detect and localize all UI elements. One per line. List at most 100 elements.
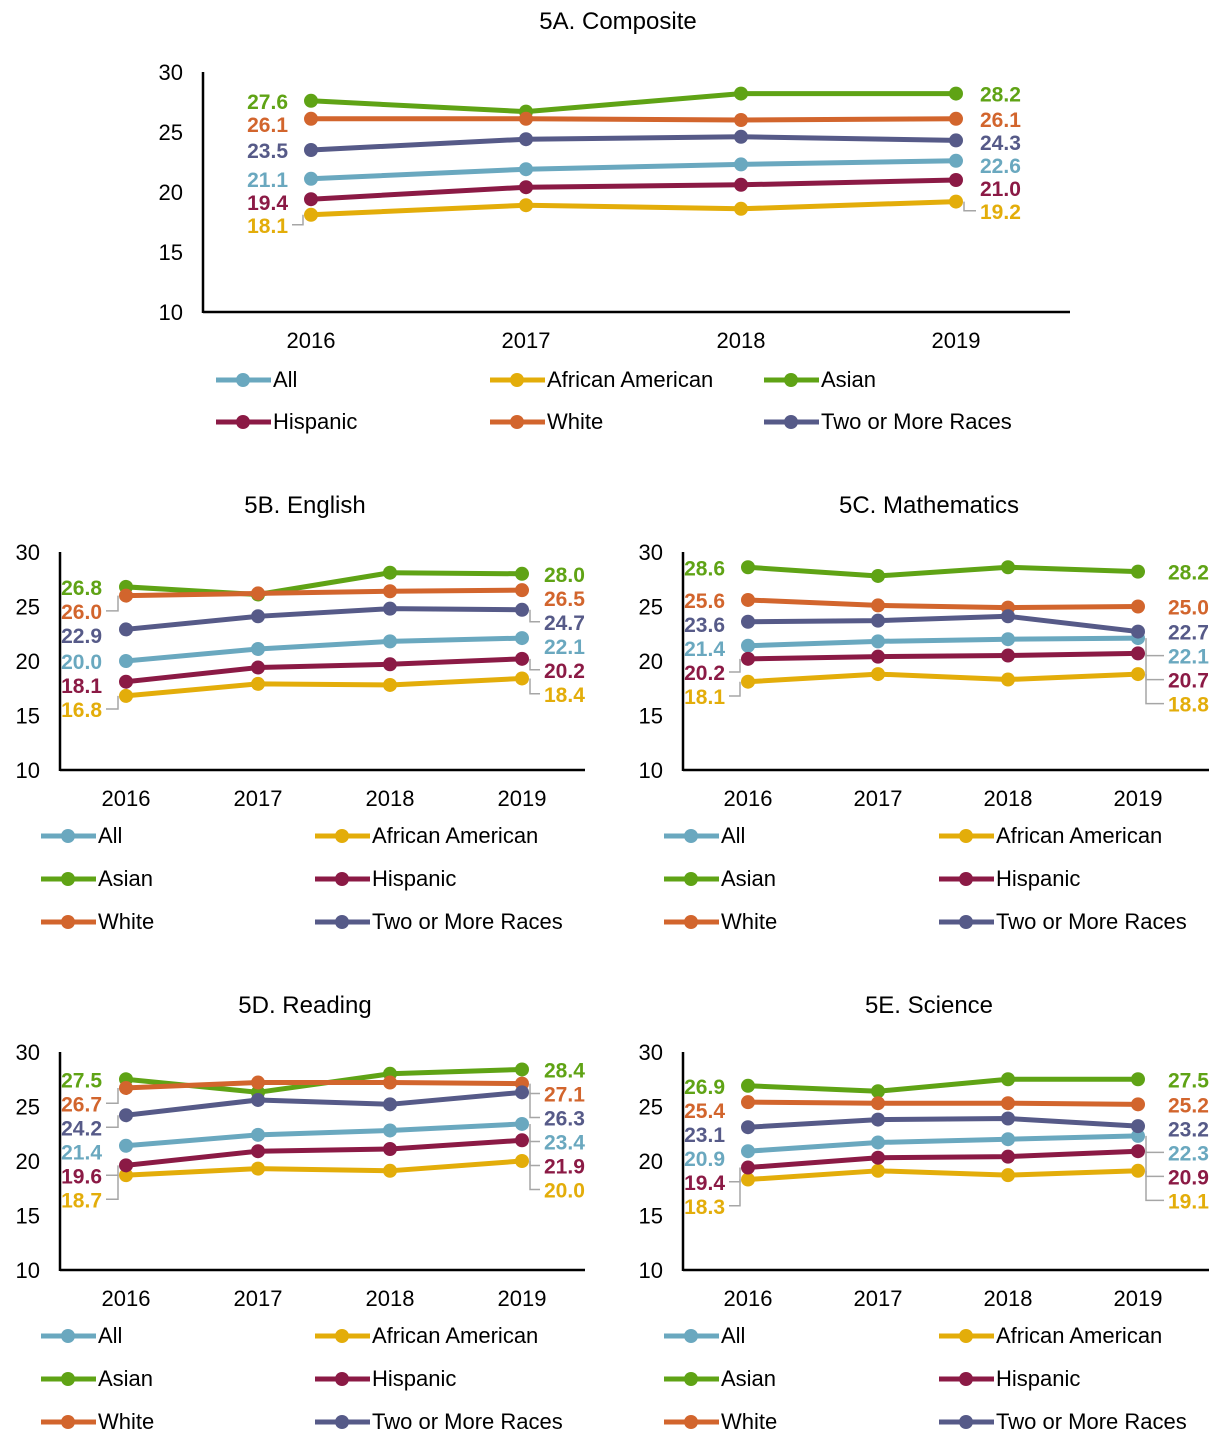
data-label-asian: 27.5: [1168, 1069, 1209, 1092]
data-point-all: [741, 638, 755, 653]
chart-5d-reading: 5D. Reading 10 15 20 25 30 2016 2017 2018 2019 27…: [0, 990, 610, 1450]
x-tick-label: 2016: [102, 786, 151, 811]
data-point-hispanic: [1131, 646, 1145, 661]
y-tick-label: 10: [16, 758, 40, 783]
data-label-two-or-more-races: 23.5: [247, 140, 288, 163]
data-point-asian: [871, 1084, 885, 1099]
data-label-asian: 28.0: [544, 564, 585, 587]
data-point-asian: [304, 93, 318, 108]
legend-label: Two or More Races: [996, 1409, 1187, 1434]
legend-swatch: [664, 1372, 719, 1386]
chart-5a-composite: 5A. Composite 10 15 20 25 30 2016 2017 2018 2019…: [0, 0, 1221, 460]
data-point-white: [119, 1080, 133, 1095]
leader-line: [1145, 653, 1164, 681]
leader-line: [529, 1123, 540, 1143]
data-point-all: [515, 631, 529, 646]
y-tick-label: 25: [16, 1095, 40, 1120]
data-point-all: [515, 1116, 529, 1131]
data-point-asian: [734, 86, 748, 101]
data-point-african-american: [251, 676, 265, 691]
x-tick-label: 2019: [498, 786, 547, 811]
data-label-white: 25.0: [1168, 597, 1209, 620]
x-tick-label: 2017: [234, 1286, 283, 1311]
legend-swatch: [939, 829, 994, 843]
data-point-asian: [515, 566, 529, 581]
data-point-all: [119, 1138, 133, 1153]
legend-label: Asian: [98, 1366, 154, 1391]
y-tick-label: 20: [159, 180, 183, 205]
data-label-african-american: 18.1: [247, 215, 288, 238]
x-tick-label: 2018: [984, 786, 1033, 811]
data-point-asian: [1131, 564, 1145, 579]
x-tick-label: 2016: [287, 328, 336, 353]
data-point-all: [383, 1123, 397, 1138]
data-point-african-american: [304, 207, 318, 222]
x-tick-label: 2018: [366, 1286, 415, 1311]
legend-swatch: [315, 1329, 370, 1343]
y-tick-label: 30: [159, 60, 183, 85]
data-point-african-american: [741, 1172, 755, 1187]
data-point-two-or-more-races: [1131, 624, 1145, 639]
data-point-hispanic: [1131, 1144, 1145, 1159]
y-tick-label: 15: [159, 240, 183, 265]
data-point-african-american: [734, 201, 748, 216]
data-label-all: 22.6: [980, 155, 1021, 178]
series-line-two-or-more-races: [310, 134, 957, 153]
data-point-asian: [741, 560, 755, 575]
data-label-african-american: 18.8: [1168, 694, 1209, 717]
data-point-two-or-more-races: [515, 602, 529, 617]
y-tick-label: 20: [639, 1149, 663, 1174]
series-line-two-or-more-races: [747, 613, 1139, 635]
data-point-asian: [383, 565, 397, 580]
data-label-white: 26.5: [544, 588, 585, 611]
series-line-white: [125, 1080, 523, 1091]
series-line-hispanic: [125, 1137, 523, 1168]
chart-title: 5A. Composite: [539, 8, 697, 35]
data-point-white: [383, 1075, 397, 1090]
data-label-asian: 27.5: [61, 1069, 102, 1092]
data-point-two-or-more-races: [1001, 1111, 1015, 1126]
legend-swatch: [939, 1372, 994, 1386]
data-label-white: 25.4: [684, 1100, 725, 1123]
data-point-white: [871, 598, 885, 613]
legend-label: Two or More Races: [372, 909, 563, 934]
series-line-hispanic: [747, 650, 1139, 662]
data-point-hispanic: [741, 651, 755, 666]
data-point-white: [1001, 1096, 1015, 1111]
leader-line: [729, 658, 741, 673]
data-point-two-or-more-races: [383, 1097, 397, 1112]
data-point-two-or-more-races: [383, 601, 397, 616]
data-label-african-american: 18.3: [684, 1196, 725, 1219]
legend-swatch: [939, 915, 994, 929]
data-point-african-american: [1131, 1163, 1145, 1178]
data-point-white: [304, 111, 318, 126]
leader-line: [529, 1083, 540, 1095]
x-tick-label: 2019: [1114, 786, 1163, 811]
legend-swatch: [41, 872, 96, 886]
series-line-african-american: [125, 675, 523, 699]
x-tick-label: 2019: [498, 1286, 547, 1311]
data-label-hispanic: 21.9: [544, 1155, 585, 1178]
leader-line: [529, 1161, 540, 1191]
series-line-white: [311, 116, 957, 123]
legend-label: Two or More Races: [996, 909, 1187, 934]
data-point-white: [741, 592, 755, 607]
data-point-african-american: [515, 1154, 529, 1168]
legend-label: Hispanic: [273, 409, 358, 434]
leader-line: [729, 1167, 741, 1183]
legend-swatch: [764, 373, 819, 387]
legend-label: African American: [547, 367, 714, 392]
leader-line: [963, 201, 976, 212]
y-tick-label: 30: [639, 540, 663, 565]
leader-line: [106, 595, 119, 612]
chart-title: 5E. Science: [864, 992, 994, 1019]
leader-line: [1145, 674, 1164, 705]
y-tick-label: 20: [16, 649, 40, 674]
data-point-white: [949, 111, 963, 126]
legend-swatch: [490, 373, 545, 387]
leader-line: [106, 1175, 119, 1200]
series-line-asian: [747, 564, 1139, 579]
data-label-african-american: 20.0: [544, 1179, 585, 1202]
data-point-african-american: [119, 1168, 133, 1183]
